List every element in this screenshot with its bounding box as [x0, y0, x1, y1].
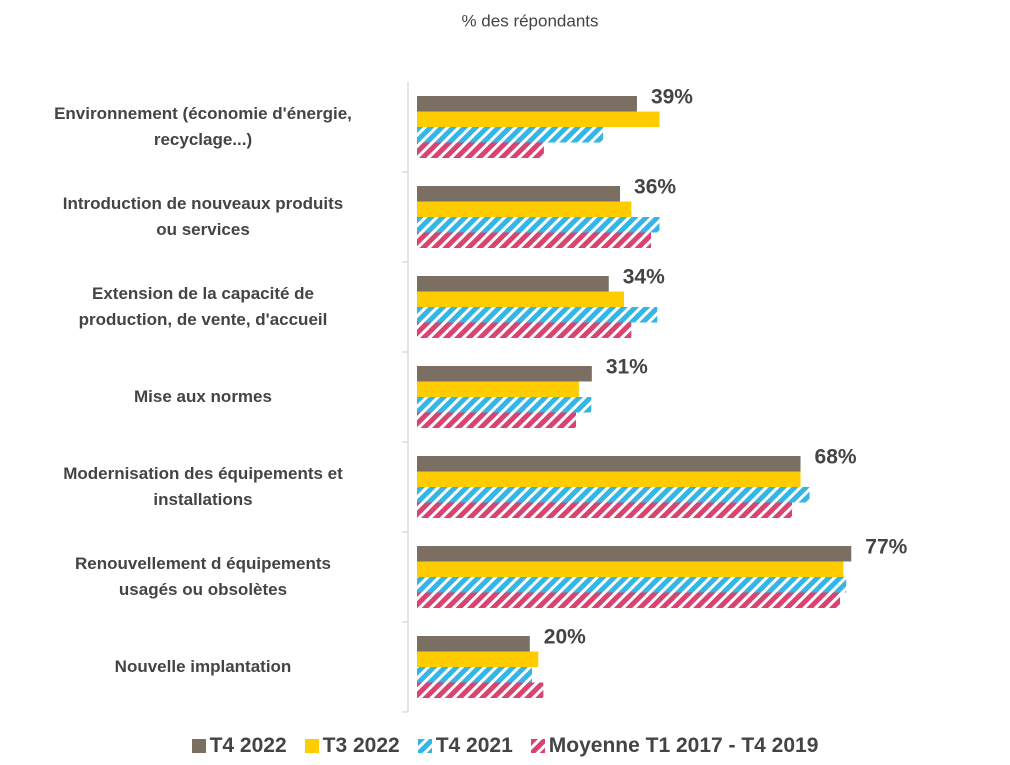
legend-swatch-fill: [304, 739, 319, 753]
bar: [417, 471, 801, 487]
bar: [417, 546, 852, 562]
legend-swatch-fill: [417, 739, 432, 753]
category-label: Extension de la capacité de production, …: [78, 284, 328, 329]
legend-item: T4 2022: [191, 734, 287, 758]
bar: [417, 201, 632, 217]
bar: [417, 307, 658, 323]
legend-label: T4 2021: [435, 734, 513, 757]
bar: [417, 276, 609, 292]
bar: [417, 217, 660, 233]
bar: [417, 667, 533, 683]
bar: [417, 577, 847, 593]
bar: [417, 366, 592, 382]
data-label: 20%: [544, 626, 586, 649]
bar: [417, 381, 579, 397]
bar: [417, 397, 592, 413]
category-label: Mise aux normes: [134, 387, 272, 406]
bar: [417, 561, 844, 577]
bar: [417, 592, 840, 608]
bar: [417, 127, 604, 143]
legend-label: T3 2022: [322, 734, 400, 757]
data-label: 31%: [606, 356, 648, 379]
data-label: 77%: [865, 536, 907, 559]
category-label: Renouvellement d équipements usagés ou o…: [75, 554, 331, 599]
category-label: Introduction de nouveaux produits ou ser…: [62, 194, 344, 239]
legend-swatch: [191, 739, 206, 753]
legend-swatch: [417, 739, 432, 753]
data-label: 36%: [634, 176, 676, 199]
legend-item: Moyenne T1 2017 - T4 2019: [530, 734, 819, 758]
data-label: 68%: [815, 446, 857, 469]
legend-label: T4 2022: [209, 734, 287, 757]
bar: [417, 232, 652, 248]
legend: T4 2022 T3 2022 T4 2021 Moyenne T1 2017 - T…: [0, 734, 1010, 758]
bar: [417, 322, 632, 338]
bar: [417, 682, 544, 698]
legend-swatch-fill: [530, 739, 545, 753]
bar: [417, 111, 660, 127]
bar: [417, 487, 810, 503]
bar: [417, 456, 801, 472]
bar: [417, 96, 637, 112]
legend-item: T4 2021: [417, 734, 513, 758]
bar: [417, 291, 624, 307]
legend-label: Moyenne T1 2017 - T4 2019: [548, 734, 819, 757]
bar: [417, 142, 544, 158]
legend-swatch: [530, 739, 545, 753]
bar: [417, 651, 539, 667]
bar: [417, 412, 577, 428]
bar: [417, 636, 530, 652]
category-label: Modernisation des équipements et install…: [63, 464, 343, 509]
legend-item: T3 2022: [304, 734, 400, 758]
bar: [417, 502, 793, 518]
bar: [417, 186, 621, 202]
chart: % des répondants 39% 36% 34% 31% 68% 77% 20%: [402, 11, 908, 713]
legend-swatch-fill: [191, 739, 206, 753]
subtitle: % des répondants: [461, 11, 598, 30]
data-label: 39%: [651, 86, 693, 109]
legend-swatch: [304, 739, 319, 753]
category-label: Nouvelle implantation: [114, 657, 292, 676]
data-label: 34%: [623, 266, 665, 289]
category-label: Environnement (économie d'énergie, recyc…: [54, 104, 352, 149]
